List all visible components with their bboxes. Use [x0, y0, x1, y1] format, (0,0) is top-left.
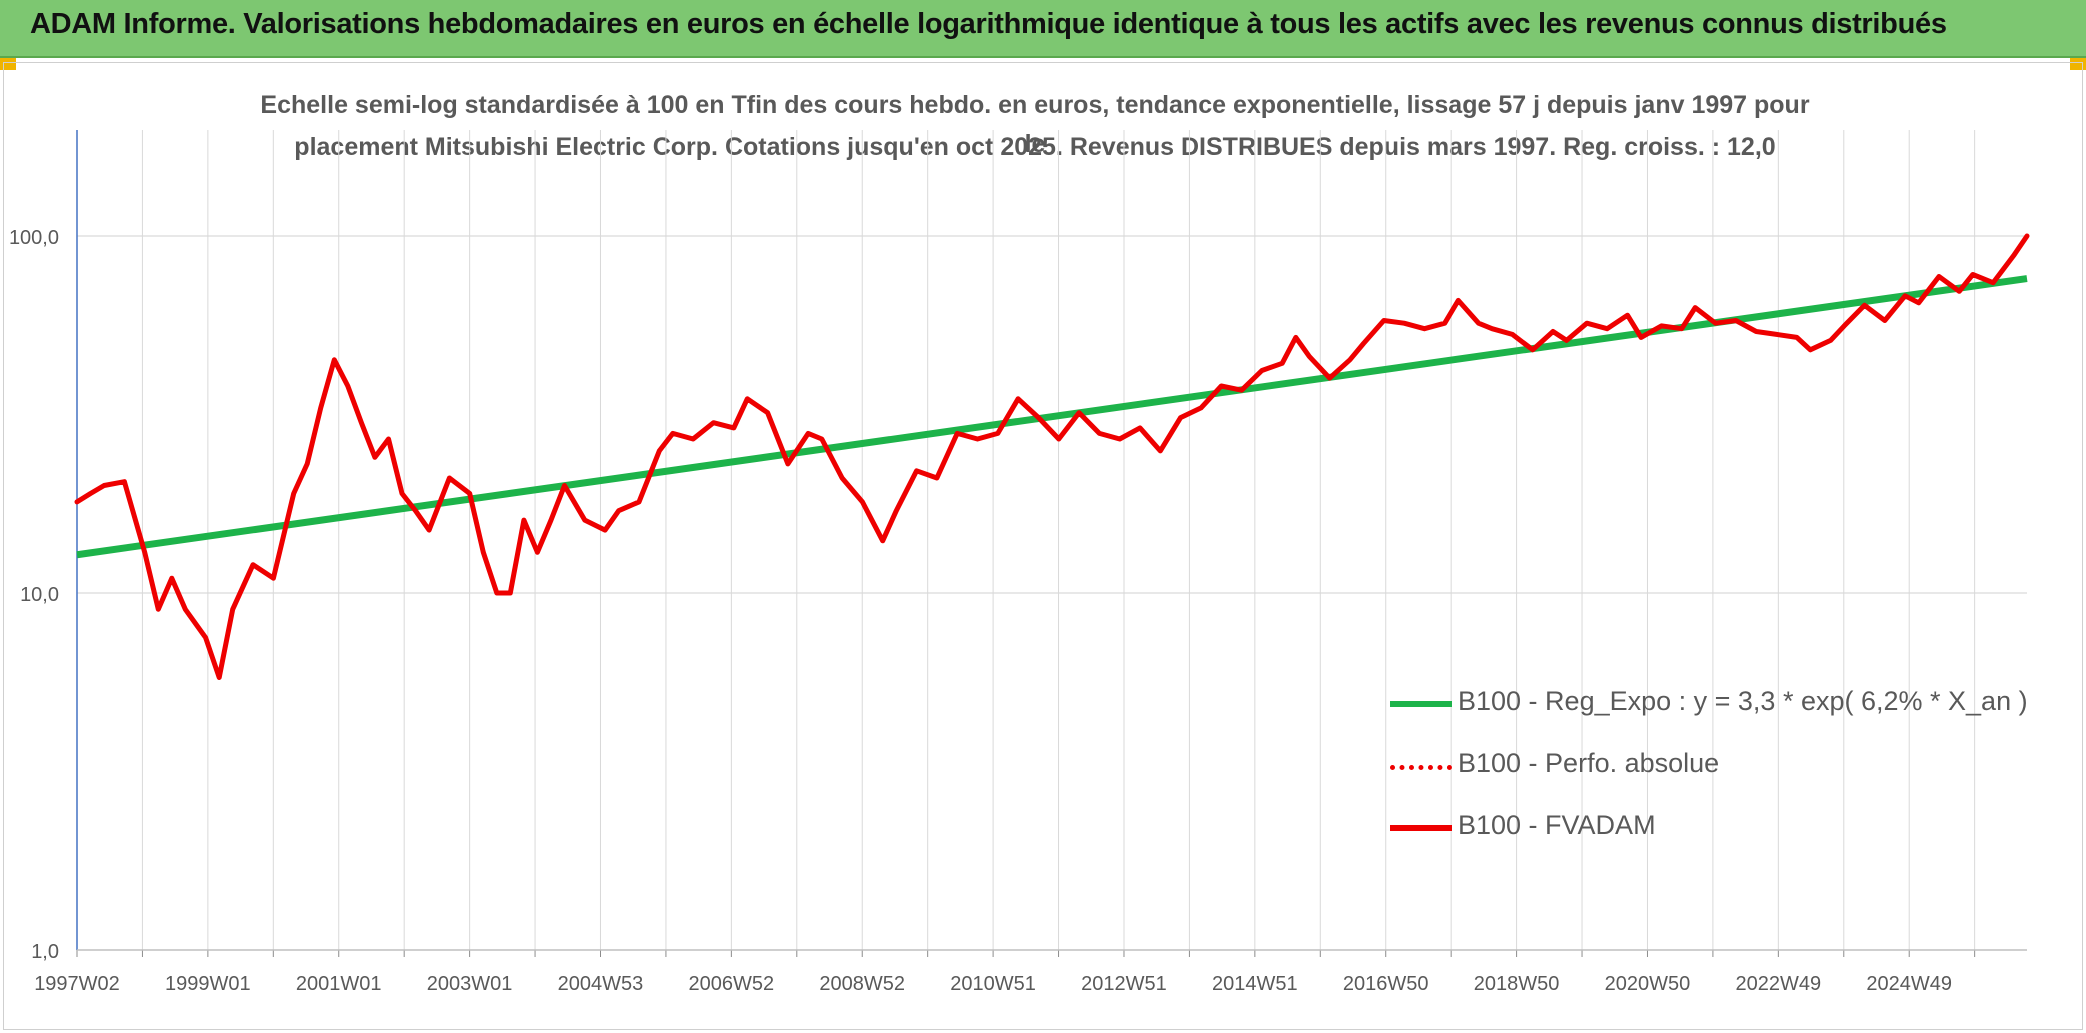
banner-title: ADAM Informe. Valorisations hebdomadaire… [30, 8, 1947, 40]
x-tick-label: 2001W01 [296, 973, 382, 995]
x-tick-label: 2004W53 [558, 973, 644, 995]
legend-fvadam-line-icon [1390, 825, 1452, 831]
chart-title-line-1: Echelle semi-log standardisée à 100 en T… [260, 91, 1810, 158]
x-tick-label: 2020W50 [1605, 973, 1691, 995]
x-tick-label: 2008W52 [819, 973, 905, 995]
x-tick-label: 2006W52 [689, 973, 775, 995]
report-banner: ADAM Informe. Valorisations hebdomadaire… [0, 0, 2086, 58]
x-tick-label: 2024W49 [1866, 973, 1952, 995]
x-tick-label: 2014W51 [1212, 973, 1298, 995]
legend-regression-label: B100 - Reg_Expo : y = 3,3 * exp( 6,2% * … [1458, 686, 2028, 716]
legend-perf-dotted-line-icon [1390, 765, 1452, 770]
x-tick-label: 2010W51 [950, 973, 1036, 995]
fvadam-line [74, 233, 2030, 680]
legend-perf-label: B100 - Perfo. absolue [1458, 748, 1720, 778]
y-tick-label: 10,0 [20, 584, 59, 606]
chart-title-line-2: placement Mitsubishi Electric Corp. Cota… [294, 133, 1776, 161]
y-tick-label: 1,0 [31, 941, 59, 963]
y-tick-label: 100,0 [9, 227, 59, 249]
x-tick-label: 2012W51 [1081, 973, 1167, 995]
legend-fvadam-label: B100 - FVADAM [1458, 810, 1656, 840]
x-tick-label: 1999W01 [165, 973, 251, 995]
x-tick-label: 2003W01 [427, 973, 513, 995]
x-tick-label: 2016W50 [1343, 973, 1429, 995]
x-tick-label: 1997W02 [34, 973, 120, 995]
legend-regression-line-icon [1390, 701, 1452, 707]
x-tick-label: 2018W50 [1474, 973, 1560, 995]
x-tick-label: 2022W49 [1736, 973, 1822, 995]
corner-marker-left [0, 58, 16, 70]
chart-frame [3, 62, 2083, 1030]
regression-line [76, 275, 2028, 559]
